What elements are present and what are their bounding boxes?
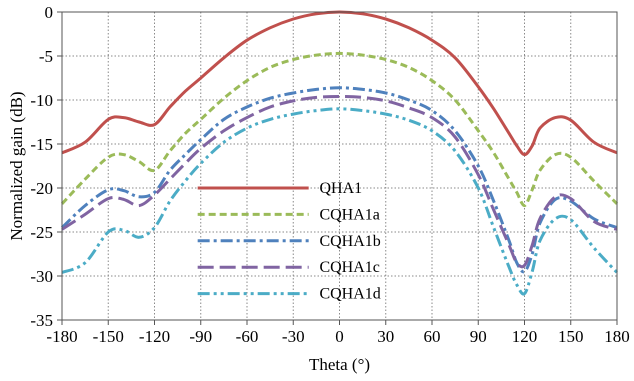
x-tick-label: 120 (512, 327, 538, 346)
y-tick-label: -35 (30, 311, 53, 330)
legend-label-qha1: QHA1 (319, 180, 362, 197)
series-line-cqha1d (61, 107, 619, 296)
series-lines (60, 10, 619, 296)
x-tick-label: -90 (189, 327, 212, 346)
series-line-cqha1b (60, 86, 618, 274)
x-tick-label: 150 (558, 327, 584, 346)
x-tick-label: -180 (46, 327, 77, 346)
series-line-cqha1a (60, 51, 619, 208)
y-tick-label: -20 (30, 179, 53, 198)
x-axis-title: Theta (°) (309, 355, 370, 374)
y-tick-label: -25 (30, 223, 53, 242)
legend-label-cqha1c: CQHA1c (319, 259, 379, 276)
x-tick-label: -150 (93, 327, 124, 346)
y-axis-title: Normalized gain (dB) (7, 91, 26, 240)
x-tick-label: -60 (236, 327, 259, 346)
series-line-cqha1c (61, 95, 618, 269)
x-tick-label: 60 (424, 327, 441, 346)
x-tick-label: 90 (470, 327, 487, 346)
legend-label-cqha1a: CQHA1a (319, 206, 379, 223)
x-tick-label: 30 (377, 327, 394, 346)
y-tick-label: -30 (30, 267, 53, 286)
legend-label-cqha1b: CQHA1b (319, 233, 380, 250)
legend: QHA1 CQHA1a CQHA1b CQHA1c CQHA1d (197, 180, 381, 303)
y-tick-label: -10 (30, 91, 53, 110)
tick-labels: -180 -150 -120 -90 -60 -30 0 30 60 90 120 150 180 0 -5… (30, 3, 629, 346)
y-tick-label: 0 (45, 3, 54, 22)
series-line-qha1 (61, 10, 618, 157)
x-tick-label: -30 (282, 327, 305, 346)
x-tick-label: 180 (604, 327, 630, 346)
x-tick-label: -120 (139, 327, 170, 346)
legend-label-cqha1d: CQHA1d (319, 286, 380, 303)
x-tick-label: 0 (335, 327, 344, 346)
y-tick-label: -15 (30, 135, 53, 154)
y-tick-label: -5 (39, 47, 53, 66)
